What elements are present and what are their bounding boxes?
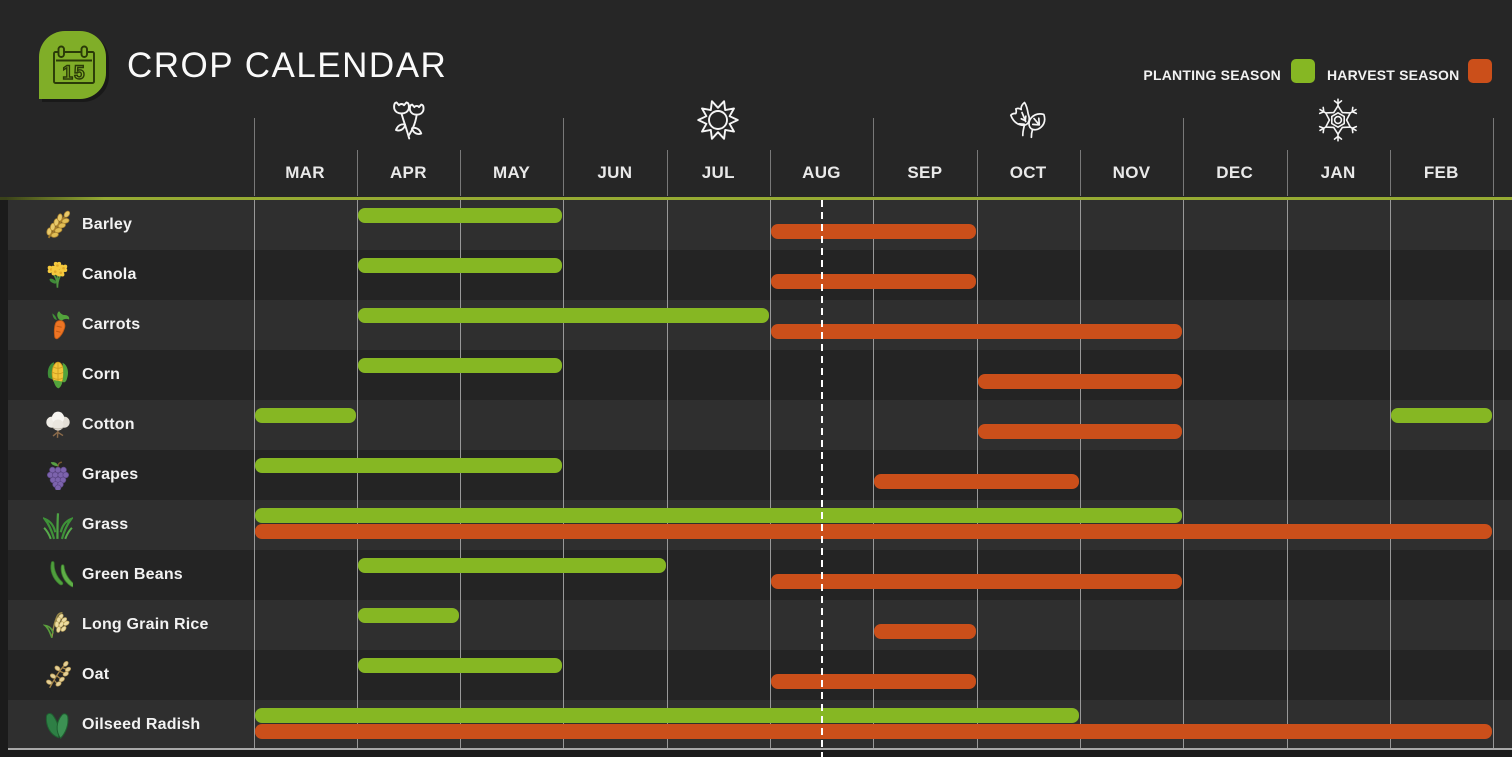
svg-text:15: 15: [62, 63, 85, 84]
